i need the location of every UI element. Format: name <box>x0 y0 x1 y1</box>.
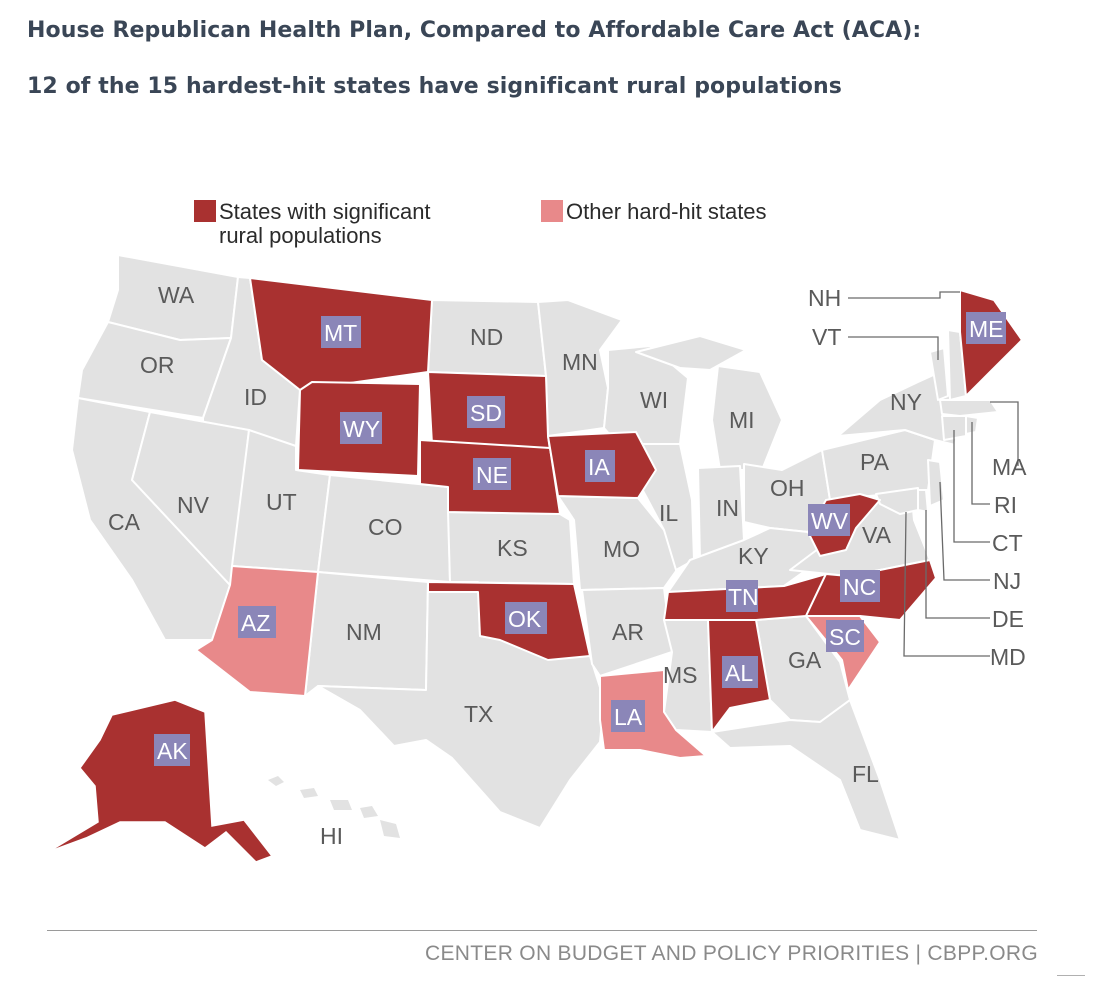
label-AL: AL <box>725 660 753 686</box>
label-NV: NV <box>177 492 210 518</box>
chart-subtitle: 12 of the 15 hardest-hit states have sig… <box>27 74 842 99</box>
label-OR: OR <box>140 352 175 378</box>
states-layer <box>71 254 999 841</box>
state-DE[interactable] <box>917 489 929 513</box>
label-box-SC <box>826 620 864 652</box>
label-CT: CT <box>992 530 1023 556</box>
leader-lines <box>848 291 1019 657</box>
highlight-labels: MT WY SD NE IA OK TN AL WV NC SC ME AZ L… <box>157 316 1004 764</box>
label-ND: ND <box>470 324 503 350</box>
state-LA[interactable] <box>599 669 707 759</box>
label-box-AK <box>154 734 190 766</box>
label-AZ: AZ <box>241 610 270 636</box>
label-IL: IL <box>659 500 678 526</box>
label-SD: SD <box>470 400 502 426</box>
label-PA: PA <box>860 449 890 475</box>
label-NM: NM <box>346 619 382 645</box>
label-box-TN <box>726 580 758 612</box>
label-box-ME <box>966 312 1006 344</box>
label-TN: TN <box>728 584 759 610</box>
label-box-WY <box>340 412 382 444</box>
state-CT[interactable] <box>941 415 967 441</box>
label-ID: ID <box>244 384 267 410</box>
label-NJ: NJ <box>993 568 1021 594</box>
label-HI: HI <box>320 823 343 849</box>
label-box-OK <box>505 602 547 634</box>
label-boxes <box>154 312 1006 766</box>
state-AK[interactable] <box>47 699 274 863</box>
state-FL[interactable] <box>711 699 901 841</box>
source-credit: CENTER ON BUDGET AND POLICY PRIORITIES |… <box>425 942 1038 965</box>
label-SC: SC <box>829 624 861 650</box>
label-UT: UT <box>266 489 297 515</box>
legend-other-label: Other hard-hit states <box>566 199 767 224</box>
state-HI[interactable] <box>268 776 400 838</box>
chart-title: House Republican Health Plan, Compared t… <box>27 18 922 43</box>
label-box-AZ <box>238 606 276 638</box>
state-MA[interactable] <box>939 399 999 417</box>
label-box-LA <box>611 700 645 732</box>
label-WV: WV <box>811 508 849 534</box>
label-box-NC <box>840 570 880 602</box>
label-box-MT <box>321 316 361 348</box>
label-NC: NC <box>843 574 876 600</box>
label-KY: KY <box>738 543 769 569</box>
label-VA: VA <box>862 522 892 548</box>
state-MO[interactable] <box>557 495 685 591</box>
legend-swatch-other <box>541 200 563 222</box>
corner-rule <box>1057 975 1085 976</box>
label-NE: NE <box>476 462 508 488</box>
state-AR[interactable] <box>581 587 673 677</box>
label-box-SD <box>467 396 505 428</box>
label-CO: CO <box>368 514 403 540</box>
label-box-IA <box>585 450 615 482</box>
state-VT[interactable] <box>929 347 949 401</box>
label-FL: FL <box>852 761 879 787</box>
label-GA: GA <box>788 647 822 673</box>
label-OH: OH <box>770 475 805 501</box>
label-WY: WY <box>343 416 380 442</box>
label-MD: MD <box>990 644 1026 670</box>
label-DE: DE <box>992 606 1024 632</box>
state-NJ[interactable] <box>927 459 945 507</box>
label-NH: NH <box>808 285 841 311</box>
label-RI: RI <box>994 492 1017 518</box>
legend-swatch-rural <box>194 200 216 222</box>
label-WA: WA <box>158 282 195 308</box>
label-WI: WI <box>640 387 668 413</box>
state-MD[interactable] <box>875 487 919 515</box>
label-box-NE <box>473 458 511 490</box>
label-AR: AR <box>612 619 644 645</box>
label-NY: NY <box>890 389 922 415</box>
state-labels: WA OR CA ID NV UT CO NM ND KS TX MN MO A… <box>108 282 1027 849</box>
label-MN: MN <box>562 349 598 375</box>
label-CA: CA <box>108 509 141 535</box>
label-MO: MO <box>603 536 640 562</box>
label-LA: LA <box>614 704 643 730</box>
legend-rural-label-2: rural populations <box>219 223 382 248</box>
label-MS: MS <box>663 662 698 688</box>
legend-rural-label-1: States with significant <box>219 199 431 224</box>
label-MI: MI <box>729 407 755 433</box>
label-TX: TX <box>464 701 493 727</box>
state-MI-U[interactable] <box>635 335 747 371</box>
label-OK: OK <box>508 606 542 632</box>
label-AK: AK <box>157 738 188 764</box>
label-IA: IA <box>588 454 610 480</box>
label-IN: IN <box>716 495 739 521</box>
label-box-WV <box>808 504 850 536</box>
label-MT: MT <box>324 320 357 346</box>
label-ME: ME <box>969 316 1004 342</box>
label-VT: VT <box>812 324 841 350</box>
label-box-AL <box>722 656 758 688</box>
label-MA: MA <box>992 454 1027 480</box>
label-KS: KS <box>497 535 528 561</box>
footer-divider <box>47 930 1037 931</box>
legend: States with significant rural population… <box>194 199 767 248</box>
